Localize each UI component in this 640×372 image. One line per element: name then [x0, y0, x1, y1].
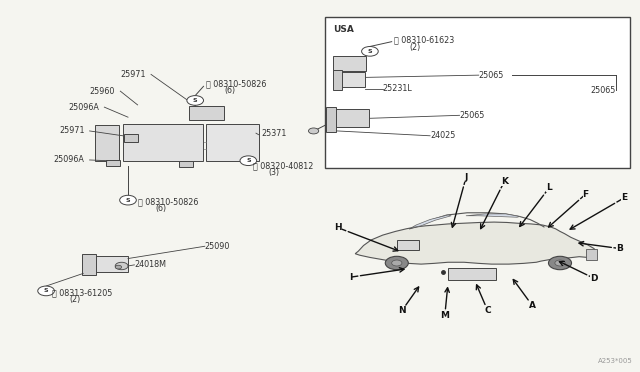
Bar — [397, 240, 419, 250]
Bar — [206, 124, 259, 161]
Circle shape — [115, 265, 122, 269]
Circle shape — [362, 46, 378, 56]
Bar — [336, 72, 365, 87]
Text: F: F — [582, 190, 589, 199]
Bar — [95, 256, 128, 272]
Circle shape — [240, 156, 257, 166]
Text: 24018M: 24018M — [134, 260, 166, 269]
Bar — [325, 17, 630, 168]
Text: Ⓢ 08310-50826: Ⓢ 08310-50826 — [206, 79, 266, 88]
Text: S: S — [125, 198, 131, 203]
Text: 25090: 25090 — [205, 242, 230, 251]
Text: L: L — [547, 183, 552, 192]
Circle shape — [308, 128, 319, 134]
Text: C: C — [484, 306, 491, 315]
Bar — [82, 254, 96, 275]
Text: Ⓢ 08320-40812: Ⓢ 08320-40812 — [253, 161, 313, 170]
Bar — [586, 249, 597, 260]
Text: 25065: 25065 — [590, 86, 616, 94]
Bar — [326, 107, 336, 132]
Text: 25960: 25960 — [90, 87, 115, 96]
Bar — [189, 106, 224, 120]
Text: 25096A: 25096A — [68, 103, 99, 112]
Text: 25971: 25971 — [120, 70, 146, 79]
Polygon shape — [355, 222, 596, 264]
Circle shape — [115, 262, 128, 270]
Polygon shape — [466, 214, 520, 217]
Polygon shape — [412, 215, 451, 228]
Text: S: S — [193, 98, 198, 103]
Text: M: M — [440, 311, 449, 320]
Bar — [332, 109, 369, 127]
Text: 24025: 24025 — [430, 131, 456, 140]
Text: I: I — [349, 273, 353, 282]
Text: 25371: 25371 — [261, 129, 287, 138]
Text: J: J — [464, 173, 468, 182]
Circle shape — [120, 195, 136, 205]
Text: (6): (6) — [224, 86, 235, 94]
Circle shape — [548, 256, 572, 270]
Text: (2): (2) — [69, 295, 81, 304]
Text: B: B — [616, 244, 623, 253]
Text: 25096A: 25096A — [54, 155, 84, 164]
Text: 25971: 25971 — [59, 126, 84, 135]
Bar — [95, 125, 119, 161]
Bar — [333, 70, 342, 90]
Text: D: D — [590, 274, 598, 283]
Bar — [123, 124, 203, 161]
Text: USA: USA — [333, 25, 354, 34]
Text: N: N — [398, 306, 406, 315]
Text: E: E — [621, 193, 627, 202]
Text: H: H — [334, 223, 342, 232]
Text: 25065: 25065 — [479, 71, 504, 80]
Text: Ⓢ 08310-50826: Ⓢ 08310-50826 — [138, 197, 198, 206]
Text: (3): (3) — [269, 168, 280, 177]
Circle shape — [38, 286, 54, 296]
Circle shape — [555, 260, 565, 266]
Text: S: S — [246, 158, 251, 163]
Text: S: S — [44, 288, 49, 294]
Text: 25231L: 25231L — [383, 84, 412, 93]
Text: Ⓢ 08310-61623: Ⓢ 08310-61623 — [394, 36, 454, 45]
Text: K: K — [501, 177, 508, 186]
Text: (6): (6) — [155, 204, 166, 213]
Bar — [448, 268, 496, 280]
Bar — [179, 161, 193, 167]
Text: Ⓢ 08313-61205: Ⓢ 08313-61205 — [52, 289, 113, 298]
Text: (2): (2) — [410, 43, 421, 52]
Circle shape — [385, 256, 408, 270]
Text: A253*005: A253*005 — [598, 358, 632, 364]
Bar — [333, 56, 366, 71]
Text: 25065: 25065 — [460, 111, 485, 120]
Text: A: A — [529, 301, 536, 310]
Bar — [124, 134, 138, 142]
Circle shape — [392, 260, 402, 266]
Text: S: S — [367, 49, 372, 54]
Circle shape — [187, 96, 204, 105]
Bar — [106, 160, 120, 166]
